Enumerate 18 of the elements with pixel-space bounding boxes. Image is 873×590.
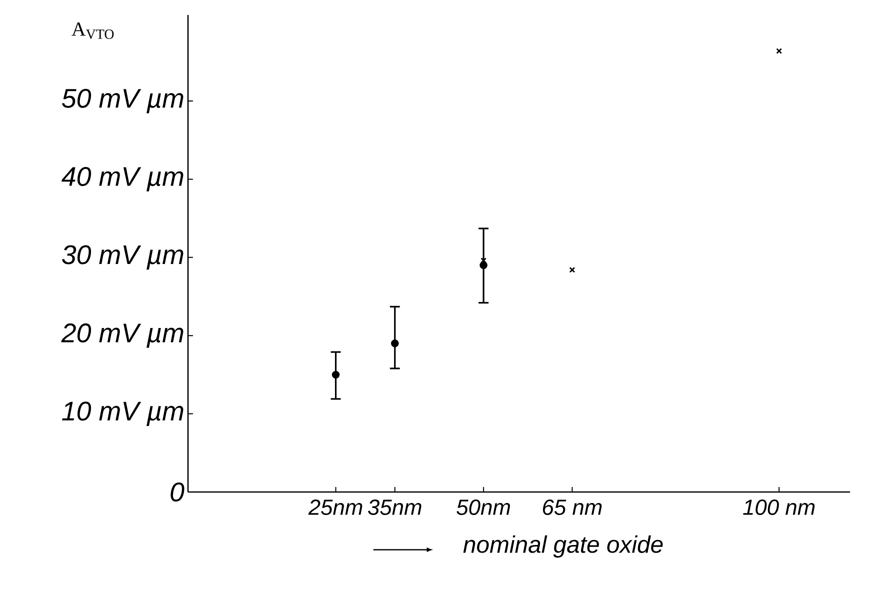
x-axis-title: nominal gate oxide xyxy=(463,535,663,558)
point xyxy=(390,340,399,348)
x-tick-label: 25nm xyxy=(308,499,362,516)
point xyxy=(332,370,340,379)
point xyxy=(569,266,576,273)
y-tick-label: 50 mV µm xyxy=(62,88,184,114)
x-tick-label: 50nm xyxy=(456,499,510,516)
point xyxy=(776,48,782,54)
y-tick-label: 0 xyxy=(170,482,184,502)
y-tick-label: 30 mV µm xyxy=(62,245,184,270)
x-tick-label: 65 nm xyxy=(542,499,602,516)
y-axis-title: A$_{VTO}$ xyxy=(72,22,114,39)
y-tick-label: 40 mV µm xyxy=(62,167,184,192)
x-tick-label: 100 nm xyxy=(743,499,815,516)
y-tick-label: 20 mV µm xyxy=(61,323,184,348)
x-tick-label: 35nm xyxy=(368,499,422,516)
point xyxy=(480,261,488,270)
y-tick-label: 10 mV µm xyxy=(62,402,184,426)
